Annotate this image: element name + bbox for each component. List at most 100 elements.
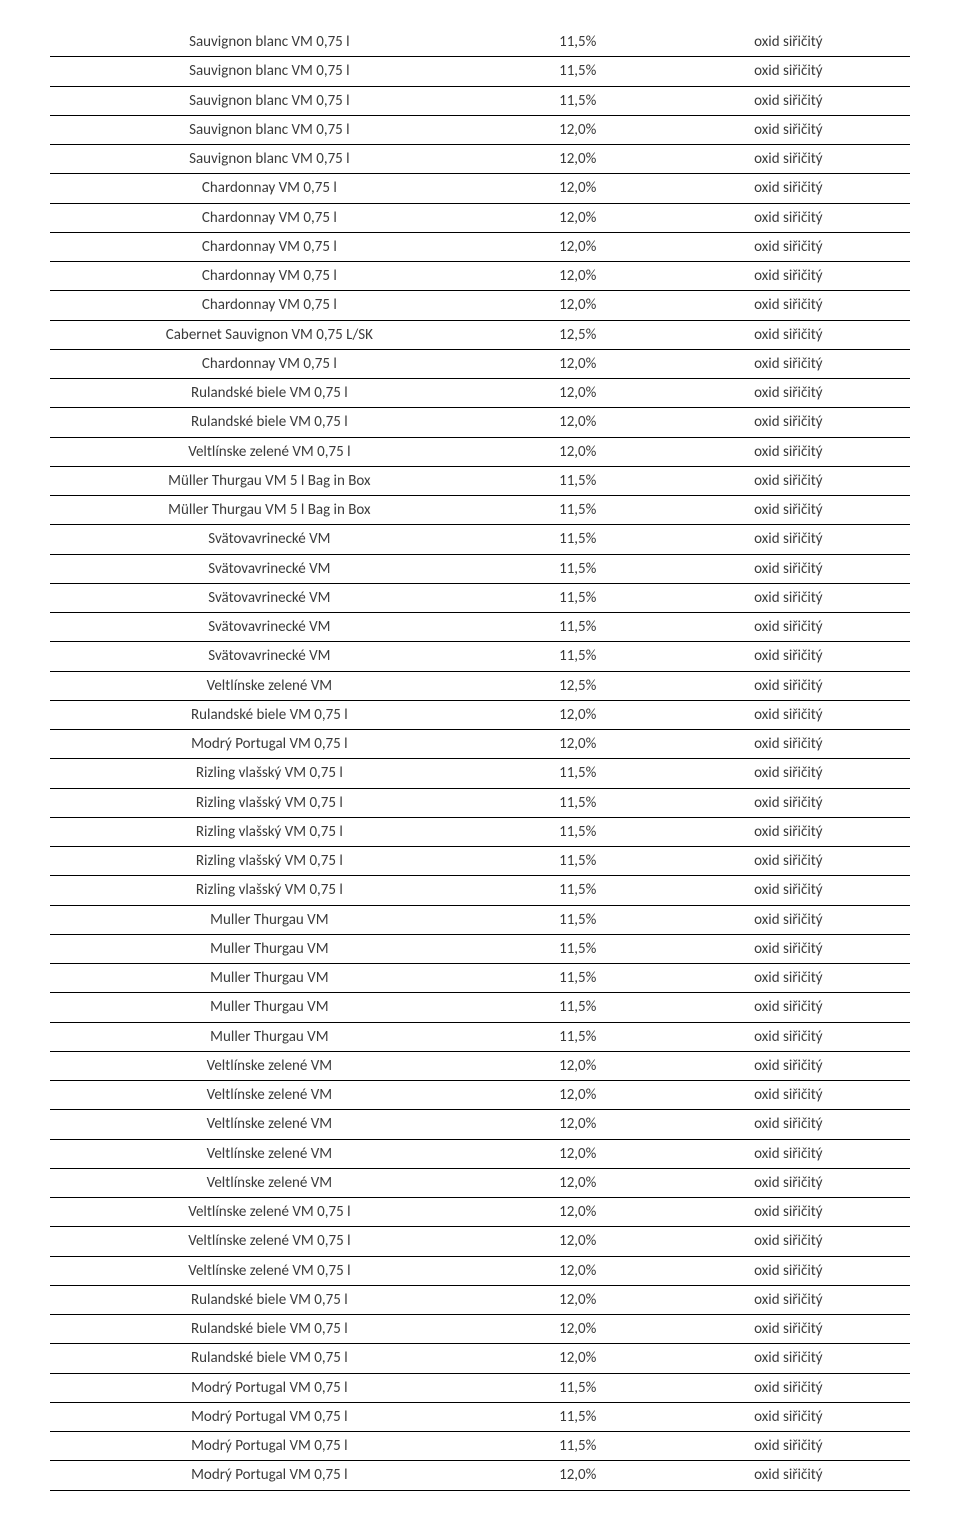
- table-row: Modrý Portugal VM 0,75 l11,5%oxid siřiči…: [50, 1373, 910, 1402]
- table-row: Chardonnay VM 0,75 l12,0%oxid siřičitý: [50, 203, 910, 232]
- table-row: Veltlínske zelené VM 0,75 l12,0%oxid siř…: [50, 437, 910, 466]
- alcohol-percent-cell: 11,5%: [489, 817, 667, 846]
- wine-name-cell: Rizling vlašský VM 0,75 l: [50, 817, 489, 846]
- wine-table-body: Sauvignon blanc VM 0,75 l11,5%oxid siřič…: [50, 28, 910, 1490]
- table-row: Rizling vlašský VM 0,75 l11,5%oxid siřič…: [50, 847, 910, 876]
- table-row: Chardonnay VM 0,75 l12,0%oxid siřičitý: [50, 232, 910, 261]
- wine-name-cell: Rulandské biele VM 0,75 l: [50, 700, 489, 729]
- alcohol-percent-cell: 12,0%: [489, 1081, 667, 1110]
- table-row: Cabernet Sauvignon VM 0,75 L/SK12,5%oxid…: [50, 320, 910, 349]
- alcohol-percent-cell: 12,0%: [489, 1168, 667, 1197]
- wine-name-cell: Modrý Portugal VM 0,75 l: [50, 1402, 489, 1431]
- alcohol-percent-cell: 11,5%: [489, 1402, 667, 1431]
- additive-note-cell: oxid siřičitý: [667, 496, 910, 525]
- additive-note-cell: oxid siřičitý: [667, 964, 910, 993]
- alcohol-percent-cell: 11,5%: [489, 759, 667, 788]
- alcohol-percent-cell: 11,5%: [489, 28, 667, 57]
- additive-note-cell: oxid siřičitý: [667, 349, 910, 378]
- additive-note-cell: oxid siřičitý: [667, 1256, 910, 1285]
- table-row: Modrý Portugal VM 0,75 l12,0%oxid siřiči…: [50, 1461, 910, 1490]
- alcohol-percent-cell: 12,0%: [489, 1051, 667, 1080]
- table-row: Rulandské biele VM 0,75 l12,0%oxid siřič…: [50, 1285, 910, 1314]
- wine-name-cell: Veltlínske zelené VM: [50, 1051, 489, 1080]
- alcohol-percent-cell: 12,5%: [489, 320, 667, 349]
- additive-note-cell: oxid siřičitý: [667, 905, 910, 934]
- table-row: Rizling vlašský VM 0,75 l11,5%oxid siřič…: [50, 759, 910, 788]
- wine-name-cell: Muller Thurgau VM: [50, 934, 489, 963]
- wine-name-cell: Modrý Portugal VM 0,75 l: [50, 1373, 489, 1402]
- table-row: Veltlínske zelené VM 0,75 l12,0%oxid siř…: [50, 1256, 910, 1285]
- table-row: Rulandské biele VM 0,75 l12,0%oxid siřič…: [50, 1344, 910, 1373]
- alcohol-percent-cell: 11,5%: [489, 1373, 667, 1402]
- wine-name-cell: Rulandské biele VM 0,75 l: [50, 379, 489, 408]
- additive-note-cell: oxid siřičitý: [667, 262, 910, 291]
- alcohol-percent-cell: 11,5%: [489, 1022, 667, 1051]
- wine-name-cell: Veltlínske zelené VM 0,75 l: [50, 1198, 489, 1227]
- additive-note-cell: oxid siřičitý: [667, 379, 910, 408]
- alcohol-percent-cell: 11,5%: [489, 1432, 667, 1461]
- wine-name-cell: Veltlínske zelené VM: [50, 1081, 489, 1110]
- table-row: Sauvignon blanc VM 0,75 l11,5%oxid siřič…: [50, 57, 910, 86]
- additive-note-cell: oxid siřičitý: [667, 1139, 910, 1168]
- wine-name-cell: Muller Thurgau VM: [50, 1022, 489, 1051]
- additive-note-cell: oxid siřičitý: [667, 583, 910, 612]
- alcohol-percent-cell: 12,0%: [489, 1315, 667, 1344]
- additive-note-cell: oxid siřičitý: [667, 28, 910, 57]
- table-row: Veltlínske zelené VM12,5%oxid siřičitý: [50, 671, 910, 700]
- additive-note-cell: oxid siřičitý: [667, 847, 910, 876]
- table-row: Muller Thurgau VM11,5%oxid siřičitý: [50, 964, 910, 993]
- additive-note-cell: oxid siřičitý: [667, 759, 910, 788]
- additive-note-cell: oxid siřičitý: [667, 671, 910, 700]
- table-row: Veltlínske zelené VM12,0%oxid siřičitý: [50, 1081, 910, 1110]
- additive-note-cell: oxid siřičitý: [667, 320, 910, 349]
- table-row: Sauvignon blanc VM 0,75 l12,0%oxid siřič…: [50, 145, 910, 174]
- wine-name-cell: Chardonnay VM 0,75 l: [50, 262, 489, 291]
- wine-name-cell: Müller Thurgau VM 5 l Bag in Box: [50, 496, 489, 525]
- additive-note-cell: oxid siřičitý: [667, 1051, 910, 1080]
- table-row: Rulandské biele VM 0,75 l12,0%oxid siřič…: [50, 379, 910, 408]
- wine-name-cell: Sauvignon blanc VM 0,75 l: [50, 145, 489, 174]
- table-row: Veltlínske zelené VM12,0%oxid siřičitý: [50, 1168, 910, 1197]
- wine-name-cell: Rulandské biele VM 0,75 l: [50, 1285, 489, 1314]
- wine-name-cell: Muller Thurgau VM: [50, 993, 489, 1022]
- alcohol-percent-cell: 12,0%: [489, 1461, 667, 1490]
- wine-name-cell: Chardonnay VM 0,75 l: [50, 174, 489, 203]
- additive-note-cell: oxid siřičitý: [667, 437, 910, 466]
- table-row: Müller Thurgau VM 5 l Bag in Box11,5%oxi…: [50, 466, 910, 495]
- additive-note-cell: oxid siřičitý: [667, 1344, 910, 1373]
- alcohol-percent-cell: 12,0%: [489, 291, 667, 320]
- additive-note-cell: oxid siřičitý: [667, 700, 910, 729]
- additive-note-cell: oxid siřičitý: [667, 466, 910, 495]
- alcohol-percent-cell: 11,5%: [489, 993, 667, 1022]
- table-row: Modrý Portugal VM 0,75 l12,0%oxid siřiči…: [50, 730, 910, 759]
- table-row: Muller Thurgau VM11,5%oxid siřičitý: [50, 993, 910, 1022]
- additive-note-cell: oxid siřičitý: [667, 876, 910, 905]
- table-row: Rizling vlašský VM 0,75 l11,5%oxid siřič…: [50, 817, 910, 846]
- table-row: Sauvignon blanc VM 0,75 l11,5%oxid siřič…: [50, 28, 910, 57]
- table-row: Chardonnay VM 0,75 l12,0%oxid siřičitý: [50, 174, 910, 203]
- wine-name-cell: Svätovavrinecké VM: [50, 613, 489, 642]
- alcohol-percent-cell: 12,0%: [489, 1139, 667, 1168]
- additive-note-cell: oxid siřičitý: [667, 613, 910, 642]
- alcohol-percent-cell: 11,5%: [489, 876, 667, 905]
- additive-note-cell: oxid siřičitý: [667, 788, 910, 817]
- additive-note-cell: oxid siřičitý: [667, 291, 910, 320]
- wine-name-cell: Veltlínske zelené VM 0,75 l: [50, 1227, 489, 1256]
- additive-note-cell: oxid siřičitý: [667, 203, 910, 232]
- alcohol-percent-cell: 11,5%: [489, 466, 667, 495]
- additive-note-cell: oxid siřičitý: [667, 1432, 910, 1461]
- table-row: Chardonnay VM 0,75 l12,0%oxid siřičitý: [50, 349, 910, 378]
- wine-name-cell: Svätovavrinecké VM: [50, 554, 489, 583]
- alcohol-percent-cell: 12,0%: [489, 1344, 667, 1373]
- alcohol-percent-cell: 12,0%: [489, 437, 667, 466]
- alcohol-percent-cell: 11,5%: [489, 554, 667, 583]
- alcohol-percent-cell: 12,0%: [489, 730, 667, 759]
- alcohol-percent-cell: 11,5%: [489, 964, 667, 993]
- alcohol-percent-cell: 12,0%: [489, 115, 667, 144]
- wine-name-cell: Chardonnay VM 0,75 l: [50, 291, 489, 320]
- additive-note-cell: oxid siřičitý: [667, 1373, 910, 1402]
- table-row: Modrý Portugal VM 0,75 l11,5%oxid siřiči…: [50, 1432, 910, 1461]
- wine-name-cell: Rizling vlašský VM 0,75 l: [50, 788, 489, 817]
- alcohol-percent-cell: 11,5%: [489, 642, 667, 671]
- table-row: Svätovavrinecké VM11,5%oxid siřičitý: [50, 554, 910, 583]
